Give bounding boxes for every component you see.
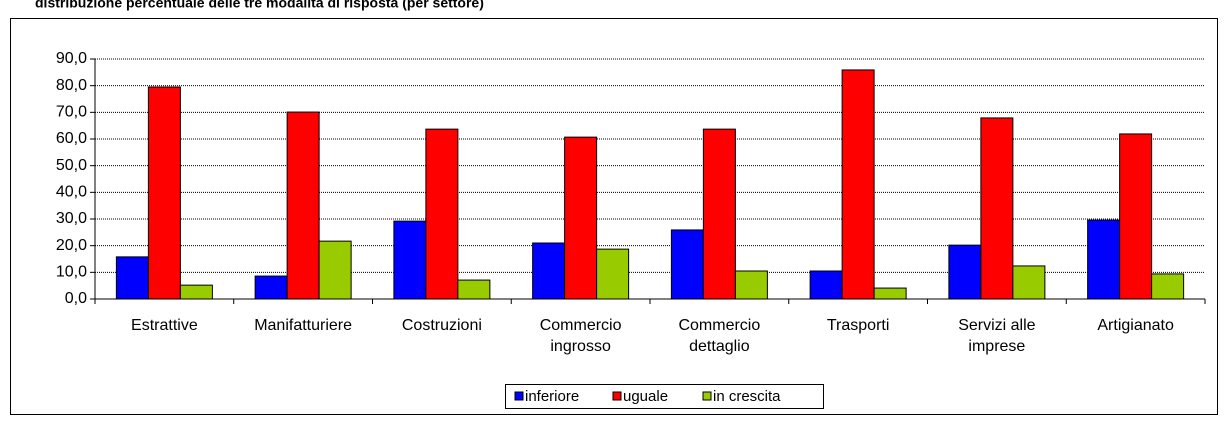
bar: [809, 270, 843, 300]
chart-title: distribuzione percentuale delle tre moda…: [35, 0, 484, 11]
legend-label: uguale: [623, 388, 668, 405]
bar: [841, 69, 875, 300]
bar: [179, 284, 213, 300]
bar: [1012, 265, 1046, 300]
legend-swatch: [612, 391, 622, 401]
bar: [670, 229, 704, 300]
y-tick-label: 20,0: [56, 237, 87, 254]
legend-label: inferiore: [525, 388, 579, 405]
x-tick-label: Costruzioni: [402, 317, 482, 334]
bar: [147, 86, 181, 300]
y-tick-label: 10,0: [56, 264, 87, 281]
bar: [393, 220, 427, 300]
y-tick-label: 0,0: [65, 290, 87, 307]
bar: [596, 248, 630, 300]
x-tick-label: Servizi alle: [958, 317, 1035, 334]
x-tick-label: Estrattive: [131, 317, 198, 334]
bar: [286, 111, 320, 300]
chart-frame: [10, 18, 1218, 415]
legend-swatch: [514, 391, 524, 401]
bar: [532, 242, 566, 300]
x-tick-label: Commercio: [678, 317, 760, 334]
x-tick-label: ingrosso: [550, 338, 611, 355]
bar: [115, 256, 149, 300]
bar: [425, 128, 459, 300]
y-tick-label: 40,0: [56, 184, 87, 201]
legend-label: in crescita: [713, 388, 781, 405]
y-tick-label: 80,0: [56, 77, 87, 94]
y-tick-label: 50,0: [56, 157, 87, 174]
y-tick-label: 30,0: [56, 210, 87, 227]
x-tick-label: Manifatturiere: [254, 317, 352, 334]
x-tick-label: dettaglio: [689, 338, 750, 355]
y-tick-label: 90,0: [56, 50, 87, 67]
x-tick-label: Artigianato: [1097, 317, 1174, 334]
x-tick-label: Trasporti: [827, 317, 890, 334]
legend-swatch: [702, 391, 712, 401]
y-tick-label: 70,0: [56, 104, 87, 121]
bar: [873, 287, 907, 300]
bar: [980, 117, 1014, 300]
bar: [564, 136, 598, 300]
bar: [1151, 273, 1185, 300]
bar: [734, 270, 768, 300]
bar: [1087, 219, 1121, 300]
bar: [318, 240, 352, 300]
bar: [457, 279, 491, 300]
bar: [254, 275, 288, 300]
x-tick-label: imprese: [968, 338, 1025, 355]
y-tick-label: 60,0: [56, 130, 87, 147]
bar: [948, 244, 982, 300]
bar: [702, 128, 736, 300]
legend-box: [505, 384, 824, 409]
bar: [1119, 133, 1153, 300]
x-tick-label: Commercio: [540, 317, 622, 334]
